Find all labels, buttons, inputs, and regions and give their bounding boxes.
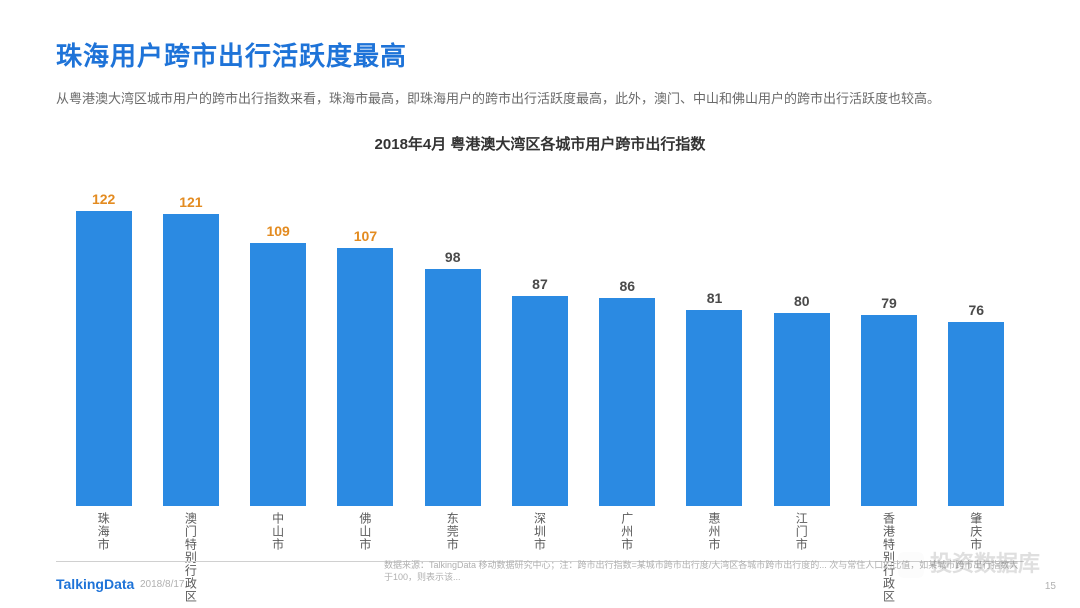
brand-logo-text: TalkingData — [56, 576, 134, 592]
bar-rect — [250, 243, 306, 506]
bar-value-label: 81 — [707, 290, 723, 306]
x-axis-label: 香港特别行政区 — [881, 512, 898, 603]
bar-column: 121 — [147, 168, 234, 506]
bar-rect — [425, 269, 481, 506]
x-axis-label: 佛山市 — [357, 512, 374, 603]
bar-rect — [163, 214, 219, 506]
x-label-column: 佛山市 — [322, 512, 409, 603]
page-subtitle: 从粤港澳大湾区城市用户的跨市出行指数来看，珠海市最高，即珠海用户的跨市出行活跃度… — [56, 87, 1024, 111]
slide: 珠海用户跨市出行活跃度最高 从粤港澳大湾区城市用户的跨市出行指数来看，珠海市最高… — [0, 0, 1080, 608]
bar-rect — [337, 248, 393, 506]
bar-value-label: 80 — [794, 293, 810, 309]
bar-value-label: 122 — [92, 191, 115, 207]
bar-value-label: 87 — [532, 276, 548, 292]
bar-rect — [599, 298, 655, 506]
bar-value-label: 79 — [881, 295, 897, 311]
bar-column: 98 — [409, 168, 496, 506]
bar-value-label: 121 — [179, 194, 202, 210]
x-label-column: 香港特别行政区 — [845, 512, 932, 603]
x-axis-label: 广州市 — [619, 512, 636, 603]
bar-value-label: 76 — [969, 302, 985, 318]
bar-column: 107 — [322, 168, 409, 506]
bar-rect — [512, 296, 568, 506]
x-axis-label: 江门市 — [793, 512, 810, 603]
x-label-column: 肇庆市 — [933, 512, 1020, 603]
bar-column: 81 — [671, 168, 758, 506]
page-number: 15 — [1045, 581, 1056, 592]
x-axis-label: 肇庆市 — [968, 512, 985, 603]
bar-rect — [861, 315, 917, 506]
bar-rect — [774, 313, 830, 506]
bar-column: 86 — [584, 168, 671, 506]
x-label-column: 深圳市 — [496, 512, 583, 603]
x-label-column: 东莞市 — [409, 512, 496, 603]
bar-value-label: 86 — [619, 278, 635, 294]
bar-value-label: 107 — [354, 228, 377, 244]
chart-title: 2018年4月 粤港澳大湾区各城市用户跨市出行指数 — [56, 133, 1024, 154]
x-label-column: 江门市 — [758, 512, 845, 603]
x-axis-label: 惠州市 — [706, 512, 723, 603]
bar-chart: 122 121 109 107 98 87 86 81 80 79 76 — [56, 168, 1024, 506]
x-axis-label: 中山市 — [270, 512, 287, 603]
bar-value-label: 98 — [445, 249, 461, 265]
x-axis-label: 东莞市 — [444, 512, 461, 603]
bar-column: 109 — [235, 168, 322, 506]
footer-date: 2018/8/17 — [140, 579, 185, 590]
bar-rect — [948, 322, 1004, 506]
bar-column: 87 — [496, 168, 583, 506]
x-label-column: 惠州市 — [671, 512, 758, 603]
bar-column: 122 — [60, 168, 147, 506]
page-title: 珠海用户跨市出行活跃度最高 — [56, 36, 1024, 73]
bar-value-label: 109 — [266, 223, 289, 239]
bar-rect — [76, 211, 132, 506]
bar-column: 76 — [933, 168, 1020, 506]
x-label-column: 中山市 — [235, 512, 322, 603]
source-note: 数据来源：TalkingData 移动数据研究中心；注：跨市出行指数=某城市跨市… — [384, 559, 1024, 584]
x-label-column: 广州市 — [584, 512, 671, 603]
bar-rect — [686, 310, 742, 506]
x-axis-label: 深圳市 — [531, 512, 548, 603]
x-axis-labels: 珠海市澳门特别行政区中山市佛山市东莞市深圳市广州市惠州市江门市香港特别行政区肇庆… — [56, 512, 1024, 603]
bar-column: 80 — [758, 168, 845, 506]
bar-column: 79 — [845, 168, 932, 506]
